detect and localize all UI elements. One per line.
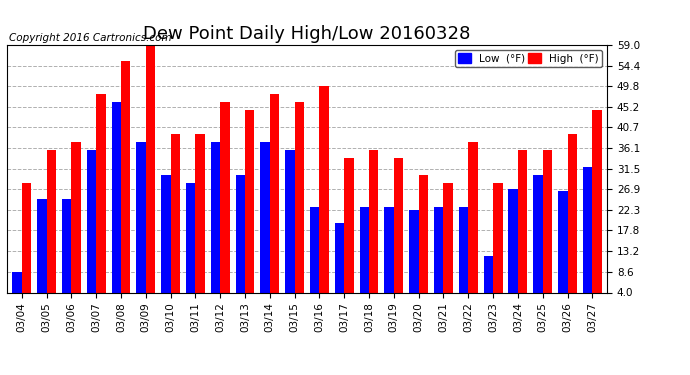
Bar bbox=[121, 61, 130, 292]
Bar bbox=[533, 175, 543, 292]
Bar bbox=[96, 94, 106, 292]
Legend: Low  (°F), High  (°F): Low (°F), High (°F) bbox=[455, 50, 602, 67]
Bar bbox=[47, 150, 56, 292]
Title: Dew Point Daily High/Low 20160328: Dew Point Daily High/Low 20160328 bbox=[144, 26, 471, 44]
Bar bbox=[509, 189, 518, 292]
Bar bbox=[319, 86, 329, 292]
Bar bbox=[245, 110, 255, 292]
Bar bbox=[270, 94, 279, 292]
Bar bbox=[12, 272, 22, 292]
Bar bbox=[195, 134, 205, 292]
Bar bbox=[493, 183, 502, 292]
Bar bbox=[518, 150, 527, 292]
Bar bbox=[419, 175, 428, 292]
Bar bbox=[359, 207, 369, 292]
Bar bbox=[87, 150, 96, 292]
Bar bbox=[22, 183, 31, 292]
Bar bbox=[369, 150, 379, 292]
Bar bbox=[137, 142, 146, 292]
Bar bbox=[384, 207, 394, 292]
Bar bbox=[592, 110, 602, 292]
Bar bbox=[220, 102, 230, 292]
Bar bbox=[459, 207, 469, 292]
Bar bbox=[186, 183, 195, 292]
Bar bbox=[484, 256, 493, 292]
Bar bbox=[583, 166, 592, 292]
Bar bbox=[310, 207, 319, 292]
Bar bbox=[394, 158, 403, 292]
Bar bbox=[211, 142, 220, 292]
Bar bbox=[112, 102, 121, 292]
Bar bbox=[37, 199, 47, 292]
Bar bbox=[469, 142, 477, 292]
Bar bbox=[409, 210, 419, 292]
Bar bbox=[558, 191, 567, 292]
Bar bbox=[235, 175, 245, 292]
Bar bbox=[344, 158, 354, 292]
Bar bbox=[285, 150, 295, 292]
Bar bbox=[434, 207, 444, 292]
Bar bbox=[444, 183, 453, 292]
Bar bbox=[260, 142, 270, 292]
Bar bbox=[543, 150, 552, 292]
Bar bbox=[146, 45, 155, 292]
Bar bbox=[567, 134, 577, 292]
Text: Copyright 2016 Cartronics.com: Copyright 2016 Cartronics.com bbox=[10, 33, 172, 43]
Bar bbox=[71, 142, 81, 292]
Bar bbox=[161, 175, 170, 292]
Bar bbox=[170, 134, 180, 292]
Bar bbox=[62, 199, 71, 292]
Bar bbox=[295, 102, 304, 292]
Bar bbox=[335, 223, 344, 292]
